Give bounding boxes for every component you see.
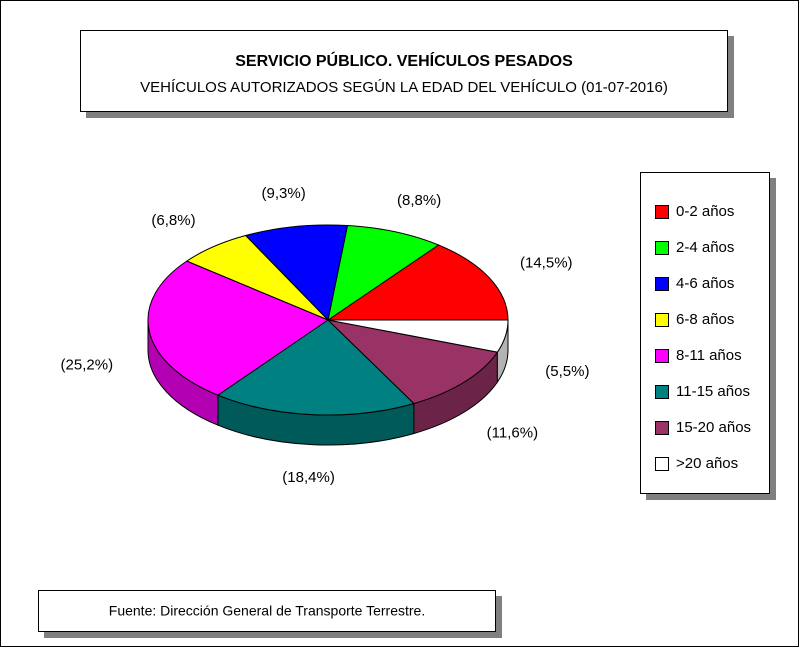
data-label: (11,6%) xyxy=(487,424,538,441)
legend-swatch xyxy=(655,313,669,327)
data-label: (5,5%) xyxy=(545,363,589,380)
data-label: (14,5%) xyxy=(520,255,573,272)
source: Fuente: Dirección General de Transporte … xyxy=(109,603,425,619)
legend-swatch xyxy=(655,277,669,291)
pie-slice xyxy=(147,260,330,396)
data-label: (18,4%) xyxy=(282,469,335,486)
source-box xyxy=(38,590,496,632)
chart-title: SERVICIO PÚBLICO. VEHÍCULOS PESADOS xyxy=(235,51,573,70)
data-label: (6,8%) xyxy=(151,212,195,229)
legend-swatch xyxy=(655,349,669,363)
legend-label: 4-6 años xyxy=(676,275,734,292)
pie-slice xyxy=(244,224,349,322)
data-label: (8,8%) xyxy=(397,192,441,209)
legend-swatch xyxy=(655,385,669,399)
pie-slice xyxy=(327,319,509,353)
legend-label: 6-8 años xyxy=(676,311,734,328)
title-box xyxy=(80,30,728,112)
legend-swatch xyxy=(655,421,669,435)
pie-slice xyxy=(326,244,509,321)
data-label: (9,3%) xyxy=(262,185,306,202)
legend-swatch xyxy=(655,241,669,255)
legend-label: 15-20 años xyxy=(676,419,751,436)
legend-swatch xyxy=(655,457,669,471)
legend-swatch xyxy=(655,205,669,219)
legend-label: 2-4 años xyxy=(676,239,734,256)
legend-label: 11-15 años xyxy=(676,383,750,400)
pie-slice xyxy=(216,319,415,416)
pie-slice xyxy=(326,319,499,405)
data-label: (25,2%) xyxy=(61,357,114,374)
legend-label: 8-11 años xyxy=(676,347,742,364)
legend-label: >20 años xyxy=(676,455,738,472)
legend-label: 0-2 años xyxy=(676,203,734,220)
chart-subtitle: VEHÍCULOS AUTORIZADOS SEGÚN LA EDAD DEL … xyxy=(140,79,668,96)
pie-slice xyxy=(327,225,440,322)
legend-box xyxy=(640,172,770,494)
